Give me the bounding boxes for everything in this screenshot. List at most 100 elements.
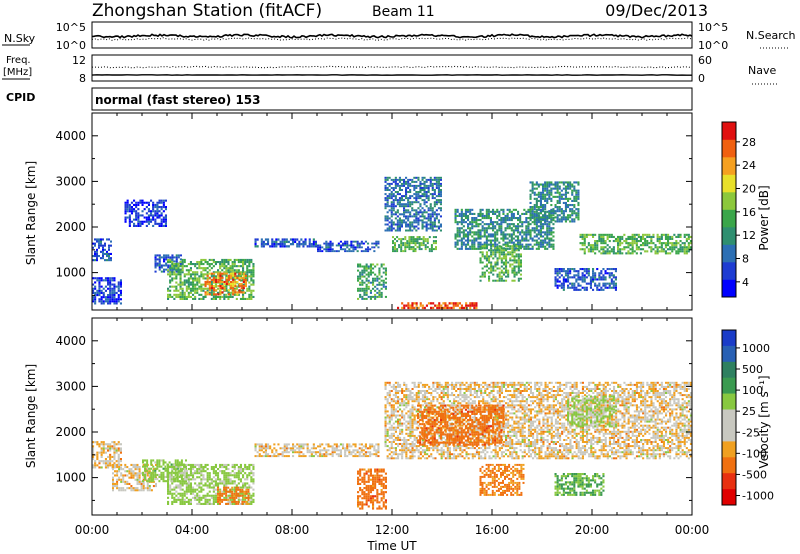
heatmap-cell xyxy=(467,225,470,228)
heatmap-cell xyxy=(606,233,609,236)
heatmap-cell xyxy=(405,180,408,183)
heatmap-cell xyxy=(662,233,665,236)
heatmap-cell xyxy=(225,276,228,279)
heatmap-cell xyxy=(384,187,387,189)
heatmap-cell xyxy=(650,237,653,240)
heatmap-cell xyxy=(625,252,628,255)
heatmap-cell xyxy=(583,276,586,279)
heatmap-cell xyxy=(454,235,457,238)
heatmap-cell xyxy=(635,252,638,255)
heatmap-cell xyxy=(592,250,595,253)
heatmap-cell xyxy=(546,231,549,234)
heatmap-cell xyxy=(130,476,133,479)
heatmap-cell xyxy=(244,271,247,274)
heatmap-cell xyxy=(219,280,222,283)
nsky-tick-top: 10^5 xyxy=(56,21,86,34)
heatmap-cell xyxy=(200,263,203,266)
heatmap-cell xyxy=(359,289,362,292)
heatmap-cell xyxy=(294,238,297,241)
heatmap-cell xyxy=(407,306,410,310)
heatmap-cell xyxy=(271,245,274,248)
heatmap-cell xyxy=(174,469,177,472)
heatmap-cell xyxy=(581,278,584,281)
heatmap-cell xyxy=(531,208,534,211)
heatmap-cell xyxy=(471,231,474,234)
heatmap-cell xyxy=(264,455,267,458)
heatmap-cell xyxy=(410,238,413,241)
heatmap-cell xyxy=(546,237,549,240)
heatmap-cell xyxy=(327,242,330,245)
heatmap-cell xyxy=(363,287,366,290)
heatmap-cell xyxy=(92,445,95,448)
heatmap-cell xyxy=(619,252,622,255)
heatmap-cell xyxy=(175,463,178,466)
heatmap-cell xyxy=(194,295,197,298)
heatmap-cell xyxy=(556,208,559,211)
heatmap-cell xyxy=(119,281,122,284)
heatmap-cell xyxy=(119,460,122,463)
heatmap-cell xyxy=(179,277,182,280)
heatmap-cell xyxy=(237,269,240,272)
heatmap-cell xyxy=(425,227,428,230)
heatmap-cell xyxy=(415,180,418,183)
heatmap-cell xyxy=(384,229,387,232)
heatmap-cell xyxy=(517,229,520,232)
heatmap-cell xyxy=(487,223,490,226)
heatmap-cell xyxy=(227,263,230,266)
heatmap-cell xyxy=(192,289,195,292)
heatmap-cell xyxy=(273,455,276,458)
heatmap-cell xyxy=(254,447,257,450)
heatmap-cell xyxy=(485,239,488,242)
heatmap-cell xyxy=(179,262,182,265)
heatmap-cell xyxy=(223,496,226,499)
heatmap-cell xyxy=(562,187,565,190)
heatmap-cell xyxy=(196,277,199,280)
heatmap-cell xyxy=(560,216,563,219)
heatmap-cell xyxy=(527,225,530,228)
heatmap-cell xyxy=(427,223,430,226)
heatmap-cell xyxy=(112,487,114,490)
heatmap-cell xyxy=(141,210,144,213)
heatmap-cell xyxy=(140,480,143,483)
heatmap-cell xyxy=(558,199,561,202)
heatmap-cell xyxy=(384,180,387,183)
heatmap-cell xyxy=(664,233,667,236)
heatmap-cell xyxy=(252,468,255,471)
heatmap-cell xyxy=(227,474,230,477)
heatmap-cell xyxy=(464,208,467,211)
heatmap-cell xyxy=(92,287,95,290)
heatmap-cell xyxy=(130,201,133,204)
heatmap-cell xyxy=(371,242,374,245)
heatmap-cell xyxy=(227,291,230,294)
heatmap-cell xyxy=(200,463,203,466)
heatmap-cell xyxy=(374,285,377,288)
heatmap-cell xyxy=(120,489,123,492)
heatmap-cell xyxy=(433,205,436,208)
heatmap-cell xyxy=(571,276,574,279)
heatmap-cell xyxy=(546,189,549,192)
heatmap-cell xyxy=(359,295,362,298)
heatmap-cell xyxy=(415,195,418,198)
heatmap-cell xyxy=(400,178,403,181)
heatmap-cell xyxy=(390,221,393,224)
heatmap-cell xyxy=(683,248,686,251)
heatmap-cell xyxy=(181,263,184,266)
heatmap-cell xyxy=(244,484,247,487)
heatmap-cell xyxy=(113,445,116,448)
heatmap-cell xyxy=(109,289,112,292)
heatmap-cell xyxy=(527,229,530,232)
heatmap-cell xyxy=(206,287,209,290)
heatmap-cell xyxy=(136,466,139,469)
heatmap-cell xyxy=(196,494,199,497)
heatmap-cell xyxy=(440,304,443,307)
heatmap-cell xyxy=(600,246,603,249)
heatmap-cell xyxy=(109,445,112,448)
heatmap-cell xyxy=(433,176,436,179)
heatmap-cell xyxy=(179,297,182,300)
heatmap-cell xyxy=(244,280,247,283)
heatmap-cell xyxy=(231,498,234,501)
heatmap-cell xyxy=(427,219,430,222)
heatmap-cell xyxy=(460,212,463,215)
heatmap-cell xyxy=(469,233,472,236)
heatmap-cell xyxy=(181,500,184,503)
